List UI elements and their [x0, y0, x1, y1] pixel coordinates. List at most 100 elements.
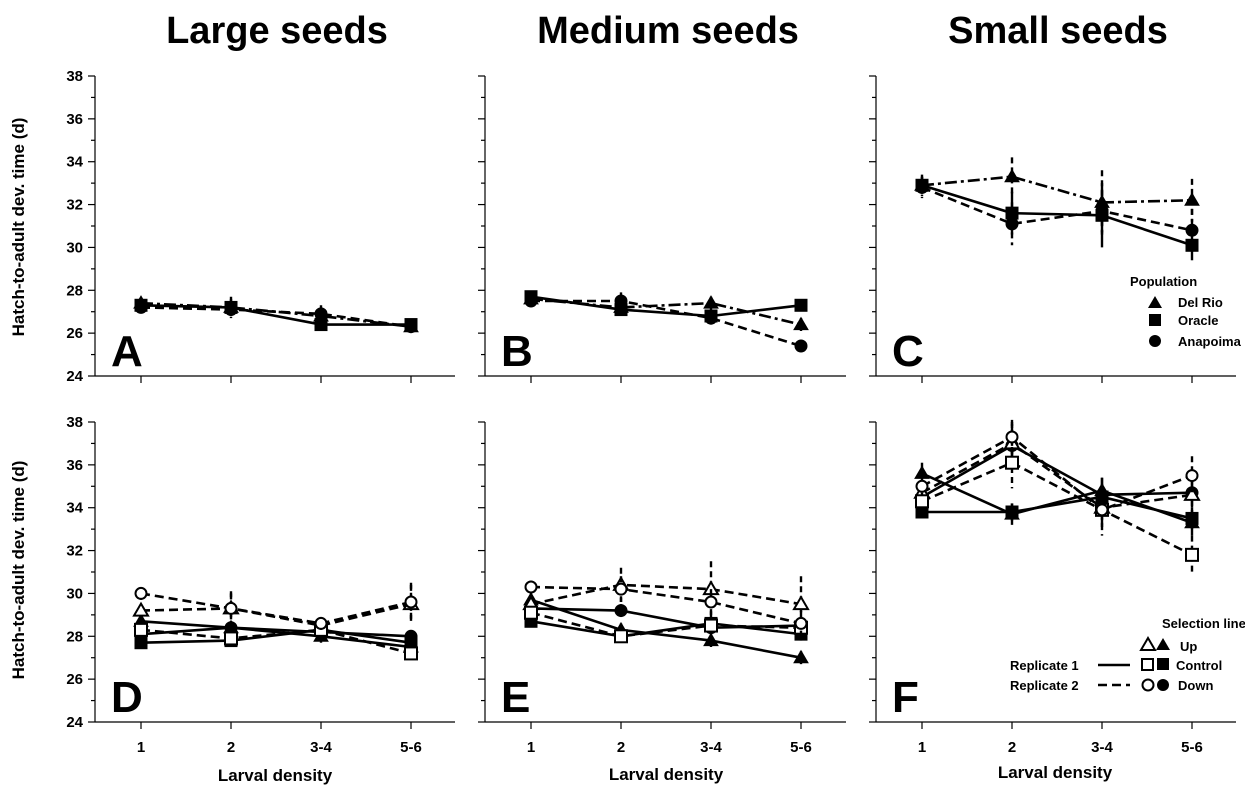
- panel-letter: E: [501, 673, 530, 722]
- panel-letter: B: [501, 327, 533, 376]
- data-point-circle: [524, 580, 538, 594]
- series-down-replicate-2: [915, 419, 1199, 536]
- panel-b: B: [478, 75, 846, 383]
- data-point-circle: [404, 629, 418, 643]
- data-point-circle: [524, 294, 538, 308]
- legend-marker-circle-filled: [1149, 335, 1161, 347]
- series-oracle: [134, 298, 418, 332]
- series-line: [530, 620, 802, 638]
- panel-letter: C: [892, 327, 924, 376]
- data-point-circle: [1095, 503, 1109, 517]
- series-line: [921, 184, 1193, 247]
- data-point-square: [1185, 547, 1199, 562]
- column-title-large: Large seeds: [166, 10, 388, 52]
- series-line: [921, 441, 1193, 510]
- x-tick-label: 5-6: [1181, 739, 1203, 756]
- series-line: [921, 435, 1193, 512]
- x-axis-title-medium: Larval density: [609, 765, 724, 784]
- data-point-square: [404, 646, 418, 661]
- panel-f: 1 2 3-4 5-6 F: [869, 419, 1236, 756]
- series-line: [140, 592, 412, 625]
- data-point-square: [524, 605, 538, 620]
- data-point-triangle: [1184, 192, 1200, 206]
- data-point-square: [314, 318, 328, 332]
- y-tick-label: 34: [66, 500, 83, 517]
- legend-marker-square-open: [1141, 658, 1154, 671]
- data-point-circle: [794, 616, 808, 630]
- data-point-circle: [704, 311, 718, 325]
- series-anapoima: [915, 176, 1199, 252]
- y-tick-label: 30: [66, 585, 83, 602]
- x-tick-label: 1: [918, 739, 926, 756]
- data-point-square: [704, 618, 718, 633]
- panel-letter: F: [892, 673, 919, 722]
- y-axis-title-bottom: Hatch-to-adult dev. time (d): [9, 461, 28, 680]
- series-control-replicate-1: [134, 623, 418, 650]
- series-line: [531, 299, 802, 348]
- data-point-triangle: [703, 295, 719, 309]
- panel-letter: A: [111, 327, 143, 376]
- series-line: [530, 611, 802, 638]
- panels: 24 26 28 30 32 34 36 38 A B C 24 26 28 30 32 34 36 38 1 2 3-4…: [66, 68, 1236, 756]
- x-tick-label: 3-4: [310, 739, 332, 756]
- x-tick-label: 5-6: [790, 739, 812, 756]
- series-line: [922, 495, 1193, 520]
- series-line: [921, 472, 1193, 524]
- legend-label-replicate-1: Replicate 1: [1010, 658, 1079, 673]
- data-point-circle: [134, 586, 148, 600]
- data-point-circle: [1005, 217, 1019, 231]
- data-point-circle: [614, 294, 628, 308]
- series-oracle: [524, 290, 808, 323]
- data-point-circle: [1185, 223, 1199, 237]
- legend-label-up: Up: [1180, 639, 1197, 654]
- series-line: [530, 607, 802, 630]
- series-line: [140, 306, 412, 329]
- x-tick-label: 5-6: [400, 739, 422, 756]
- data-point-square: [915, 494, 929, 509]
- x-tick-label: 2: [227, 739, 235, 756]
- data-point-triangle: [1004, 168, 1020, 183]
- y-tick-label: 32: [66, 543, 83, 560]
- series-del-rio: [133, 295, 419, 333]
- series-down-replicate-2: [524, 576, 808, 637]
- y-tick-label: 36: [66, 111, 83, 128]
- legend-label-anapoima: Anapoima: [1178, 334, 1242, 349]
- data-point-circle: [404, 320, 418, 334]
- data-point-square: [614, 629, 628, 644]
- y-tick-label: 28: [66, 282, 83, 299]
- data-point-triangle: [793, 649, 809, 664]
- legend-label-oracle: Oracle: [1178, 313, 1218, 328]
- series-line: [140, 602, 412, 627]
- panel-c: C: [869, 75, 1236, 383]
- x-axis-title-large: Larval density: [218, 766, 333, 785]
- panel-e: 1 2 3-4 5-6 E: [478, 421, 846, 756]
- y-tick-label: 28: [66, 628, 83, 645]
- data-point-circle: [404, 595, 418, 609]
- data-point-square: [1005, 505, 1019, 519]
- data-point-triangle: [792, 595, 810, 611]
- data-point-circle: [224, 303, 238, 317]
- x-axis-title-small: Larval density: [998, 763, 1113, 782]
- y-axis-title-top: Hatch-to-adult dev. time (d): [9, 118, 28, 337]
- legend-marker-circle-filled: [1157, 679, 1169, 691]
- x-tick-label: 2: [1008, 739, 1016, 756]
- series-anapoima: [134, 300, 418, 334]
- x-tick-label: 1: [527, 739, 535, 756]
- data-point-square: [794, 298, 808, 312]
- data-point-circle: [704, 595, 718, 609]
- data-point-square: [1005, 455, 1019, 470]
- population-legend: Population Del Rio Oracle Anapoima: [1130, 274, 1242, 349]
- x-tick-label: 1: [137, 739, 145, 756]
- series-line: [140, 626, 412, 638]
- x-tick-label: 3-4: [1091, 739, 1113, 756]
- column-title-medium: Medium seeds: [537, 10, 799, 52]
- data-point-circle: [224, 601, 238, 615]
- data-point-circle: [915, 479, 929, 493]
- series-line: [530, 598, 802, 659]
- data-point-square: [224, 631, 238, 646]
- series-del-rio: [523, 290, 809, 331]
- y-tick-label: 34: [66, 154, 83, 171]
- legend-label-del-rio: Del Rio: [1178, 295, 1223, 310]
- legend-marker-square-filled: [1149, 314, 1161, 326]
